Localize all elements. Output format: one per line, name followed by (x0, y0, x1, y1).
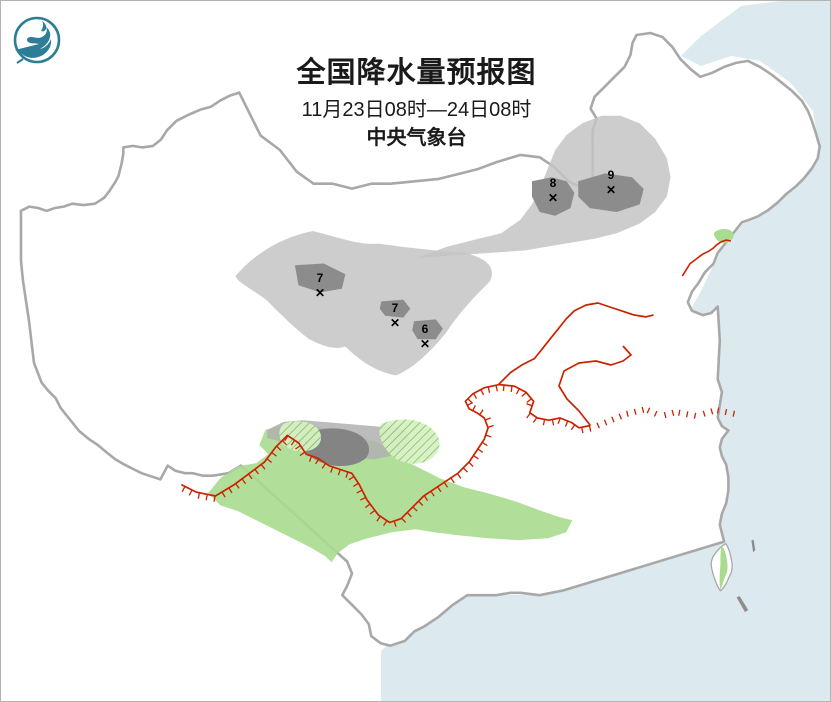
svg-text:✕: ✕ (548, 191, 558, 205)
svg-text:✕: ✕ (606, 183, 616, 197)
svg-text:7: 7 (317, 271, 324, 285)
svg-text:9: 9 (608, 168, 615, 182)
svg-text:✕: ✕ (420, 337, 430, 351)
svg-text:✕: ✕ (315, 286, 325, 300)
svg-text:6: 6 (422, 322, 429, 336)
svg-text:8: 8 (550, 176, 557, 190)
svg-text:7: 7 (392, 301, 399, 315)
svg-text:✕: ✕ (390, 316, 400, 330)
